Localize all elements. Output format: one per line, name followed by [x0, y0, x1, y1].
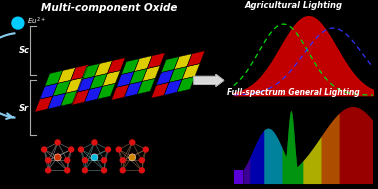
Polygon shape: [58, 67, 76, 83]
Polygon shape: [98, 83, 115, 99]
Polygon shape: [53, 80, 71, 96]
Text: Sc: Sc: [19, 46, 30, 55]
Polygon shape: [151, 82, 169, 98]
Circle shape: [92, 140, 97, 145]
Circle shape: [46, 168, 51, 173]
Polygon shape: [147, 53, 165, 69]
Polygon shape: [187, 51, 205, 67]
Polygon shape: [66, 77, 84, 93]
Text: $\mathit{Eu}^{2+}$: $\mathit{Eu}^{2+}$: [27, 15, 46, 27]
Circle shape: [46, 158, 51, 163]
Polygon shape: [116, 71, 134, 87]
Polygon shape: [45, 70, 63, 86]
Text: Multi-component Oxide: Multi-component Oxide: [41, 3, 178, 13]
Polygon shape: [71, 65, 88, 80]
Circle shape: [65, 168, 70, 173]
Polygon shape: [121, 59, 139, 74]
Polygon shape: [164, 79, 182, 95]
Circle shape: [82, 168, 87, 173]
Circle shape: [65, 158, 70, 163]
Polygon shape: [137, 78, 155, 94]
Polygon shape: [124, 81, 142, 97]
Circle shape: [42, 147, 46, 152]
Circle shape: [102, 168, 107, 173]
Polygon shape: [90, 74, 107, 89]
Polygon shape: [156, 70, 174, 85]
Circle shape: [130, 140, 135, 145]
Circle shape: [120, 158, 125, 163]
Circle shape: [92, 154, 97, 159]
Polygon shape: [94, 61, 112, 76]
Circle shape: [79, 147, 84, 152]
Polygon shape: [112, 84, 129, 100]
Circle shape: [120, 168, 125, 173]
Polygon shape: [142, 66, 160, 81]
Polygon shape: [182, 64, 200, 79]
Polygon shape: [82, 64, 99, 79]
Circle shape: [105, 147, 110, 152]
Circle shape: [130, 154, 135, 159]
Circle shape: [12, 17, 24, 29]
Polygon shape: [40, 83, 58, 99]
Circle shape: [82, 158, 87, 163]
Polygon shape: [71, 89, 90, 105]
Polygon shape: [174, 54, 192, 70]
Polygon shape: [48, 93, 66, 109]
Circle shape: [129, 154, 136, 161]
Circle shape: [91, 154, 98, 161]
Text: Agricultural Lighting: Agricultural Lighting: [245, 1, 342, 10]
Polygon shape: [169, 67, 187, 82]
Polygon shape: [85, 86, 102, 102]
Circle shape: [143, 147, 148, 152]
Polygon shape: [194, 74, 224, 86]
Polygon shape: [35, 96, 53, 112]
Circle shape: [55, 154, 60, 159]
Circle shape: [116, 147, 121, 152]
Polygon shape: [177, 76, 195, 92]
Polygon shape: [107, 58, 125, 74]
Circle shape: [139, 168, 144, 173]
Text: Full-spectrum General Lighting: Full-spectrum General Lighting: [227, 88, 360, 97]
Text: Sr: Sr: [19, 104, 29, 112]
Circle shape: [139, 158, 144, 163]
Polygon shape: [161, 57, 179, 73]
Polygon shape: [102, 70, 120, 86]
Circle shape: [54, 154, 61, 161]
Polygon shape: [134, 56, 152, 71]
Polygon shape: [61, 90, 79, 106]
Circle shape: [55, 140, 60, 145]
Polygon shape: [129, 69, 147, 84]
Circle shape: [69, 147, 74, 152]
Circle shape: [102, 158, 107, 163]
Polygon shape: [77, 76, 94, 92]
